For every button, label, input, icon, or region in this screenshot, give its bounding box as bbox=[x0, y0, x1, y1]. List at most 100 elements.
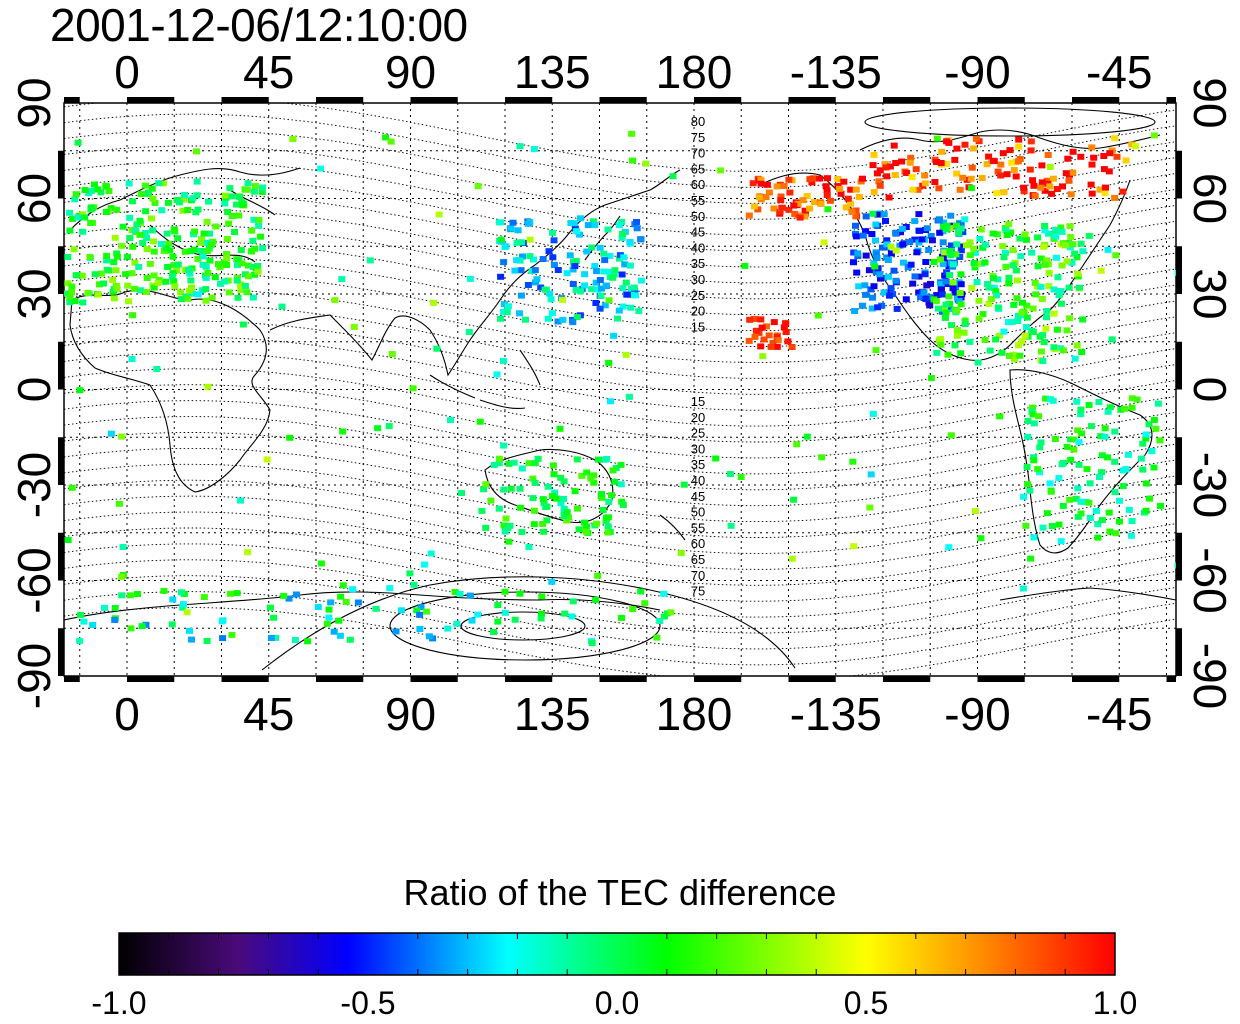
tec-patch bbox=[1005, 274, 1013, 281]
tec-patch bbox=[870, 260, 878, 267]
tec-patch bbox=[1023, 314, 1031, 321]
tec-patch bbox=[84, 289, 92, 296]
tec-patch bbox=[605, 498, 613, 505]
tec-patch bbox=[249, 294, 257, 301]
frame-tick-bottom bbox=[410, 676, 458, 682]
tec-patch bbox=[245, 273, 253, 280]
tec-patch bbox=[539, 256, 547, 262]
tec-patch bbox=[977, 535, 985, 542]
magnetic-latitude-label: 70 bbox=[691, 146, 705, 161]
tec-patch bbox=[963, 176, 971, 183]
tec-patch bbox=[177, 296, 185, 303]
tec-patch bbox=[892, 229, 900, 236]
tec-patch bbox=[202, 274, 210, 281]
tec-patch bbox=[938, 148, 946, 155]
tec-patch bbox=[531, 267, 539, 274]
tec-patch bbox=[228, 193, 236, 200]
tec-patch bbox=[346, 636, 354, 643]
tec-patch bbox=[1063, 327, 1071, 334]
tec-patch bbox=[228, 213, 236, 219]
tec-patch bbox=[499, 308, 507, 315]
tec-patch bbox=[1059, 502, 1067, 509]
tec-patch bbox=[146, 260, 154, 267]
tec-patch bbox=[560, 495, 567, 502]
tec-patch bbox=[601, 456, 609, 463]
tec-patch bbox=[1127, 532, 1135, 539]
tec-patch bbox=[518, 529, 526, 535]
tec-patch bbox=[538, 610, 545, 617]
tec-patch bbox=[940, 219, 948, 226]
tec-patch bbox=[866, 504, 874, 511]
tec-patch bbox=[582, 528, 590, 535]
bottom-longitude-label: -90 bbox=[944, 688, 1010, 740]
tec-patch bbox=[1064, 155, 1072, 162]
tec-patch bbox=[179, 604, 187, 611]
coastline-antarctica bbox=[64, 587, 1176, 621]
tec-patch bbox=[1005, 280, 1013, 287]
frame-tick-top bbox=[316, 97, 364, 103]
tec-patch bbox=[1069, 241, 1077, 248]
tec-patch bbox=[223, 251, 231, 257]
tec-patch bbox=[844, 195, 852, 202]
frame-tick-right bbox=[1176, 246, 1182, 294]
tec-patch bbox=[233, 201, 241, 208]
tec-patch bbox=[81, 214, 89, 221]
tec-patch bbox=[237, 281, 245, 288]
tec-patch bbox=[750, 203, 758, 210]
tec-patch bbox=[1077, 510, 1085, 517]
frame-tick-left bbox=[58, 150, 64, 199]
tec-patch bbox=[872, 250, 880, 257]
tec-patch bbox=[91, 181, 98, 188]
tec-patch bbox=[1052, 233, 1060, 240]
tec-patch bbox=[569, 266, 577, 273]
tec-patch bbox=[780, 183, 788, 189]
tec-patch bbox=[1034, 466, 1042, 473]
tec-patch bbox=[1052, 227, 1060, 233]
tec-patch bbox=[500, 522, 508, 529]
tec-patch bbox=[1115, 518, 1123, 525]
tec-patch bbox=[155, 180, 163, 187]
tec-patch bbox=[482, 481, 490, 488]
tec-patch bbox=[170, 278, 178, 285]
tec-patch bbox=[330, 628, 338, 635]
tec-patch bbox=[611, 478, 619, 485]
tec-patch bbox=[954, 327, 961, 334]
tec-patch bbox=[974, 359, 982, 366]
tec-patch bbox=[317, 165, 325, 172]
tec-patch bbox=[1106, 528, 1114, 535]
tec-patch bbox=[327, 599, 335, 606]
tec-patch bbox=[386, 585, 394, 592]
tec-patch bbox=[788, 344, 796, 350]
tec-patch bbox=[335, 617, 343, 624]
tec-patch bbox=[951, 156, 959, 163]
tec-patch bbox=[1079, 316, 1087, 323]
tec-patch bbox=[538, 593, 546, 600]
tec-patch bbox=[578, 472, 586, 479]
tec-patch bbox=[507, 225, 515, 232]
tec-patch bbox=[1101, 425, 1109, 432]
tec-patch bbox=[595, 456, 602, 463]
tec-patch bbox=[79, 211, 87, 218]
tec-observation-patches bbox=[64, 130, 1176, 646]
tec-patch bbox=[1137, 455, 1145, 462]
tec-patch bbox=[142, 208, 150, 215]
tec-patch bbox=[95, 281, 103, 288]
tec-patch bbox=[169, 596, 177, 603]
tec-patch bbox=[236, 193, 243, 200]
tec-patch bbox=[942, 278, 950, 285]
tec-patch bbox=[873, 170, 881, 177]
tec-patch bbox=[569, 319, 577, 326]
tec-patch bbox=[1075, 439, 1083, 446]
tec-patch bbox=[198, 236, 205, 243]
right-latitude-label: 60 bbox=[1184, 173, 1236, 224]
tec-patch bbox=[588, 640, 596, 646]
tec-patch bbox=[632, 292, 639, 299]
tec-patch bbox=[1077, 411, 1085, 418]
tec-patch bbox=[531, 479, 539, 486]
tec-patch bbox=[967, 175, 975, 182]
tec-patch bbox=[633, 219, 640, 225]
tec-patch bbox=[1054, 274, 1062, 281]
tec-patch bbox=[998, 349, 1006, 356]
tec-patch bbox=[952, 222, 960, 229]
tec-patch bbox=[126, 214, 134, 221]
